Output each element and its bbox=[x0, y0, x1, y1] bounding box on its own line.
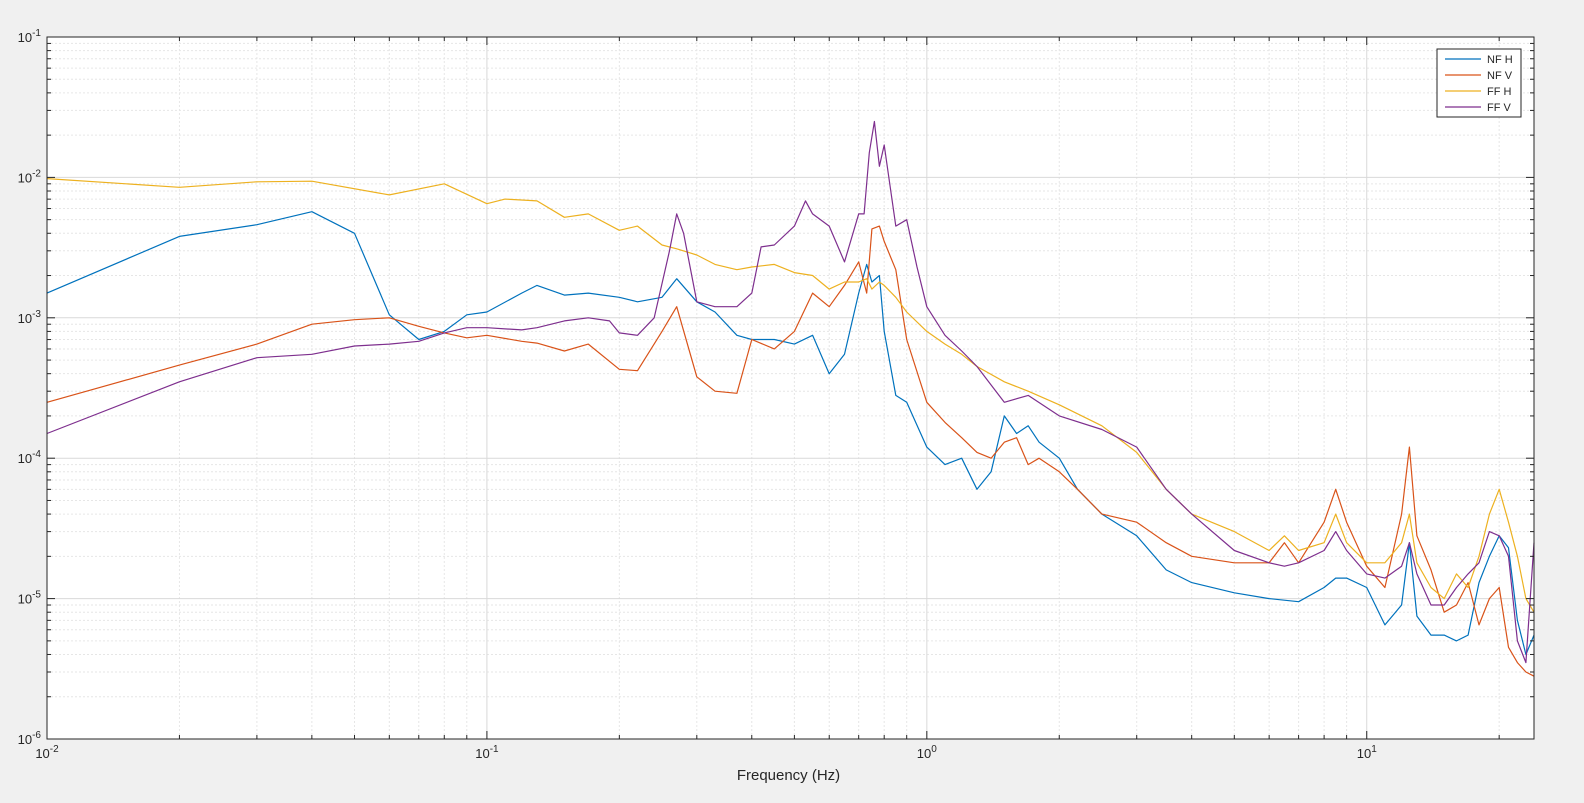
y-tick-label: 10-3 bbox=[18, 309, 42, 326]
x-tick-label: 101 bbox=[1357, 744, 1377, 761]
legend-label: FF V bbox=[1487, 102, 1511, 114]
series-layer bbox=[46, 120, 1535, 677]
legend-box bbox=[1436, 48, 1522, 118]
x-axis-label: Frequency (Hz) bbox=[737, 767, 840, 784]
x-tick-label: 100 bbox=[917, 744, 937, 761]
x-tick-label: 10-2 bbox=[35, 744, 59, 761]
series-line-nf-v bbox=[46, 225, 1535, 677]
y-tick-label: 10-1 bbox=[18, 28, 42, 45]
y-tick-label: 10-4 bbox=[18, 449, 42, 466]
y-tick-labels: 10-6 10-5 10-4 10-3 10-2 10-1 bbox=[18, 28, 42, 747]
y-tick-label: 10-5 bbox=[18, 590, 42, 607]
series-line-ff-v bbox=[46, 120, 1535, 664]
x-tick-label: 10-1 bbox=[475, 744, 499, 761]
y-tick-label: 10-6 bbox=[18, 730, 42, 747]
axes-box bbox=[46, 36, 1535, 740]
plot-area bbox=[47, 37, 1534, 739]
legend-label: NF V bbox=[1487, 70, 1513, 82]
legend-label: FF H bbox=[1487, 86, 1511, 98]
series-line-ff-h bbox=[46, 178, 1535, 613]
x-tick-labels: 10-2 10-1 100 101 bbox=[35, 744, 1377, 761]
minor-grid bbox=[47, 37, 1534, 739]
legend-label: NF H bbox=[1487, 54, 1513, 66]
y-tick-label: 10-2 bbox=[18, 168, 42, 185]
tick-marks bbox=[46, 36, 1534, 740]
legend[interactable]: NF H NF V FF H FF V bbox=[1436, 48, 1522, 118]
series-line-nf-h bbox=[46, 211, 1535, 656]
